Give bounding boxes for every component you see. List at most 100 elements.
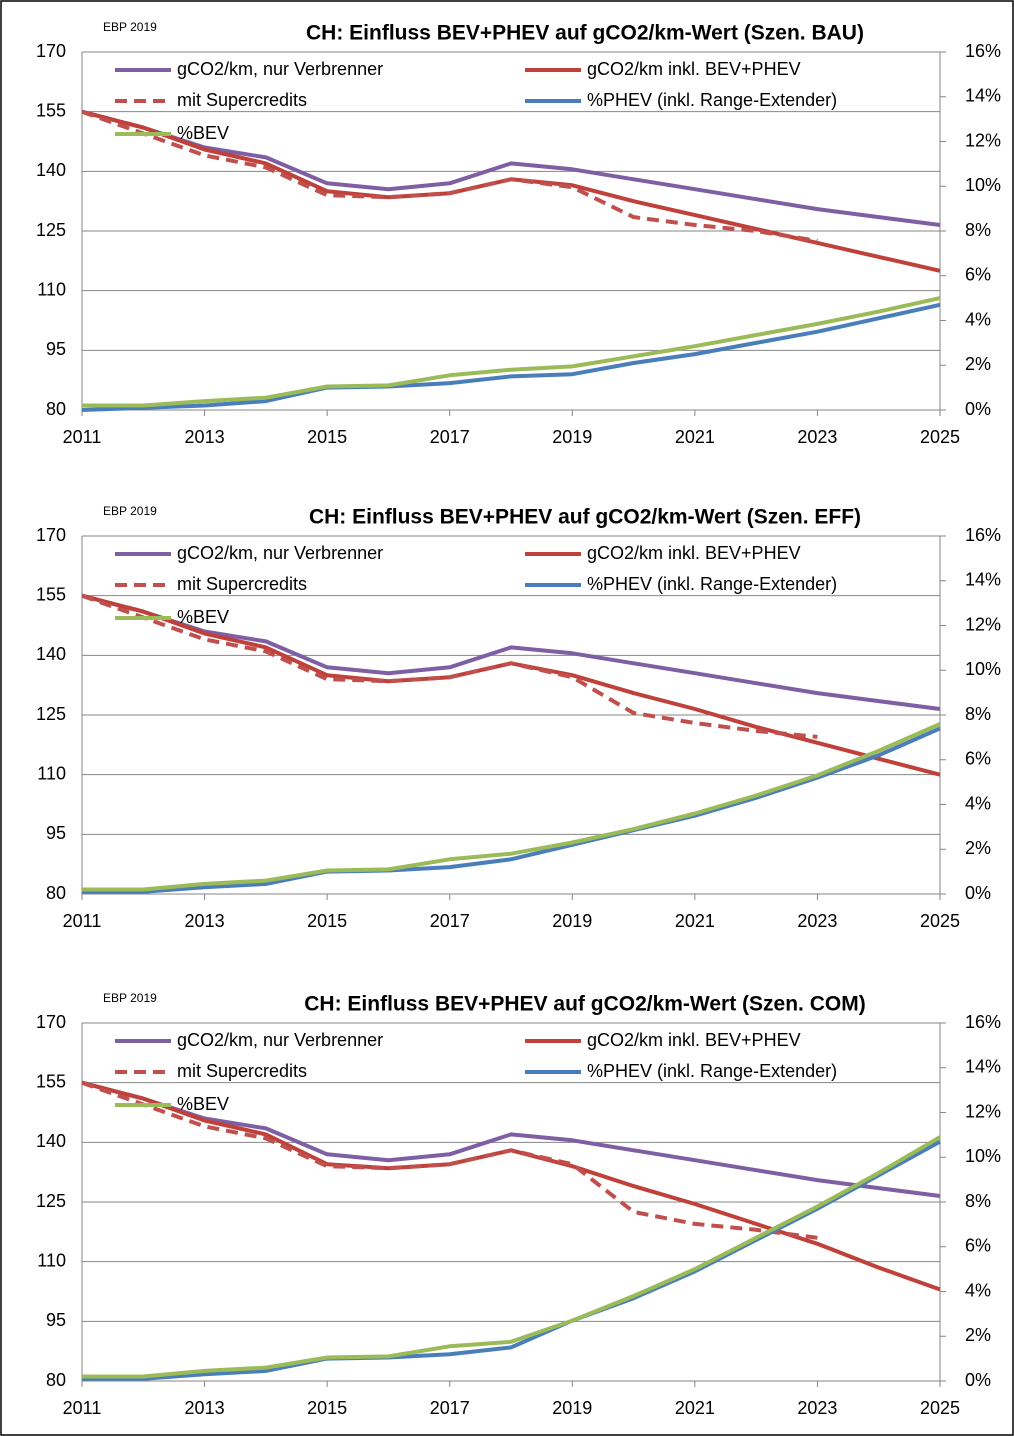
x-tick-label: 2019 (552, 1398, 592, 1418)
y2-tick-label: 4% (965, 309, 991, 329)
series-line (81, 109, 941, 227)
series-line (81, 593, 818, 739)
y2-tick-label: 8% (965, 1191, 991, 1211)
y-tick-label: 140 (36, 160, 66, 180)
y2-tick-label: 10% (965, 175, 1001, 195)
chart-panel: 80 95 110 125 140 155 170 0% 2% 4% 6% 8% 10% 12% 14% 16… (36, 504, 1001, 931)
legend-label: mit Supercredits (177, 1061, 307, 1081)
y2-tick-label: 16% (965, 525, 1001, 545)
x-tick-label: 2013 (185, 911, 225, 931)
y2-tick-label: 0% (965, 399, 991, 419)
y-tick-label: 170 (36, 41, 66, 61)
legend-label: gCO2/km inkl. BEV+PHEV (587, 1030, 801, 1050)
y-tick-label: 110 (37, 763, 66, 783)
y-tick-label: 170 (36, 525, 66, 545)
y2-tick-label: 12% (965, 614, 1001, 634)
y-tick-label: 95 (46, 1310, 66, 1330)
y2-tick-label: 12% (965, 1101, 1001, 1121)
y2-tick-label: 6% (965, 1236, 991, 1256)
legend-label: %PHEV (inkl. Range-Extender) (587, 90, 837, 110)
series-line (81, 1080, 941, 1198)
series-line (82, 1135, 942, 1379)
y2-tick-label: 8% (965, 704, 991, 724)
x-tick-label: 2025 (920, 911, 960, 931)
annotation: EBP 2019 (103, 20, 157, 34)
legend-label: mit Supercredits (177, 574, 307, 594)
y-tick-label: 170 (36, 1012, 66, 1032)
y-tick-label: 140 (36, 644, 66, 664)
x-tick-label: 2023 (797, 1398, 837, 1418)
y-tick-label: 110 (37, 279, 66, 299)
y-tick-label: 155 (36, 100, 66, 120)
x-tick-label: 2017 (430, 911, 470, 931)
y2-tick-label: 6% (965, 265, 991, 285)
y-tick-label: 110 (37, 1250, 66, 1270)
y-tick-label: 140 (36, 1131, 66, 1151)
x-tick-label: 2011 (63, 1398, 102, 1418)
annotation: EBP 2019 (103, 991, 157, 1005)
legend-label: gCO2/km, nur Verbrenner (177, 59, 383, 79)
x-tick-label: 2013 (185, 1398, 225, 1418)
legend-label: %PHEV (inkl. Range-Extender) (587, 574, 837, 594)
x-tick-label: 2011 (63, 427, 102, 447)
legend-label: %BEV (177, 123, 229, 143)
x-tick-label: 2021 (675, 427, 715, 447)
x-tick-label: 2025 (920, 427, 960, 447)
y2-tick-label: 4% (965, 793, 991, 813)
y2-tick-label: 2% (965, 354, 991, 374)
legend-label: %BEV (177, 1094, 229, 1114)
x-tick-label: 2021 (675, 911, 715, 931)
x-tick-label: 2021 (675, 1398, 715, 1418)
x-tick-label: 2017 (430, 427, 470, 447)
x-tick-label: 2023 (797, 911, 837, 931)
y-tick-label: 125 (36, 704, 66, 724)
legend-label: gCO2/km, nur Verbrenner (177, 1030, 383, 1050)
legend-label: gCO2/km inkl. BEV+PHEV (587, 543, 801, 563)
y2-tick-label: 2% (965, 838, 991, 858)
x-tick-label: 2013 (185, 427, 225, 447)
y2-tick-label: 4% (965, 1280, 991, 1300)
y-tick-label: 80 (46, 399, 66, 419)
x-tick-label: 2019 (552, 911, 592, 931)
series-line (81, 593, 941, 711)
y2-tick-label: 8% (965, 220, 991, 240)
y2-tick-label: 12% (965, 130, 1001, 150)
y2-tick-label: 14% (965, 1057, 1001, 1077)
x-tick-label: 2015 (307, 427, 347, 447)
x-tick-label: 2023 (797, 427, 837, 447)
y2-tick-label: 2% (965, 1325, 991, 1345)
legend-label: %PHEV (inkl. Range-Extender) (587, 1061, 837, 1081)
series-line (81, 302, 941, 412)
y-tick-label: 125 (36, 1191, 66, 1211)
chart-title: CH: Einfluss BEV+PHEV auf gCO2/km-Wert (… (309, 506, 861, 529)
series-line (81, 109, 818, 243)
series-line (81, 1080, 818, 1240)
legend-label: gCO2/km, nur Verbrenner (177, 543, 383, 563)
y-tick-label: 80 (46, 883, 66, 903)
y-tick-label: 155 (36, 1071, 66, 1091)
series-line (82, 296, 941, 408)
chart-panel: 80 95 110 125 140 155 170 0% 2% 4% 6% 8% 10% 12% 14% 16… (36, 991, 1001, 1418)
y-tick-label: 95 (46, 823, 66, 843)
y-tick-label: 80 (46, 1370, 66, 1390)
legend-label: %BEV (177, 607, 229, 627)
chart-title: CH: Einfluss BEV+PHEV auf gCO2/km-Wert (… (306, 22, 864, 45)
x-tick-label: 2025 (920, 1398, 960, 1418)
series-line (82, 726, 941, 894)
y2-tick-label: 16% (965, 1012, 1001, 1032)
y2-tick-label: 16% (965, 41, 1001, 61)
x-tick-label: 2017 (430, 1398, 470, 1418)
legend-label: gCO2/km inkl. BEV+PHEV (587, 59, 801, 79)
x-tick-label: 2011 (63, 911, 102, 931)
chart-panel: 80 95 110 125 140 155 170 0% 2% 4% 6% 8% 10% 12% 14% 16… (36, 20, 1001, 447)
chart-title: CH: Einfluss BEV+PHEV auf gCO2/km-Wert (… (304, 993, 865, 1016)
x-tick-label: 2015 (307, 911, 347, 931)
y2-tick-label: 0% (965, 1370, 991, 1390)
y2-tick-label: 6% (965, 749, 991, 769)
y2-tick-label: 10% (965, 1146, 1001, 1166)
y2-tick-label: 0% (965, 883, 991, 903)
y-tick-label: 95 (46, 339, 66, 359)
y2-tick-label: 10% (965, 659, 1001, 679)
